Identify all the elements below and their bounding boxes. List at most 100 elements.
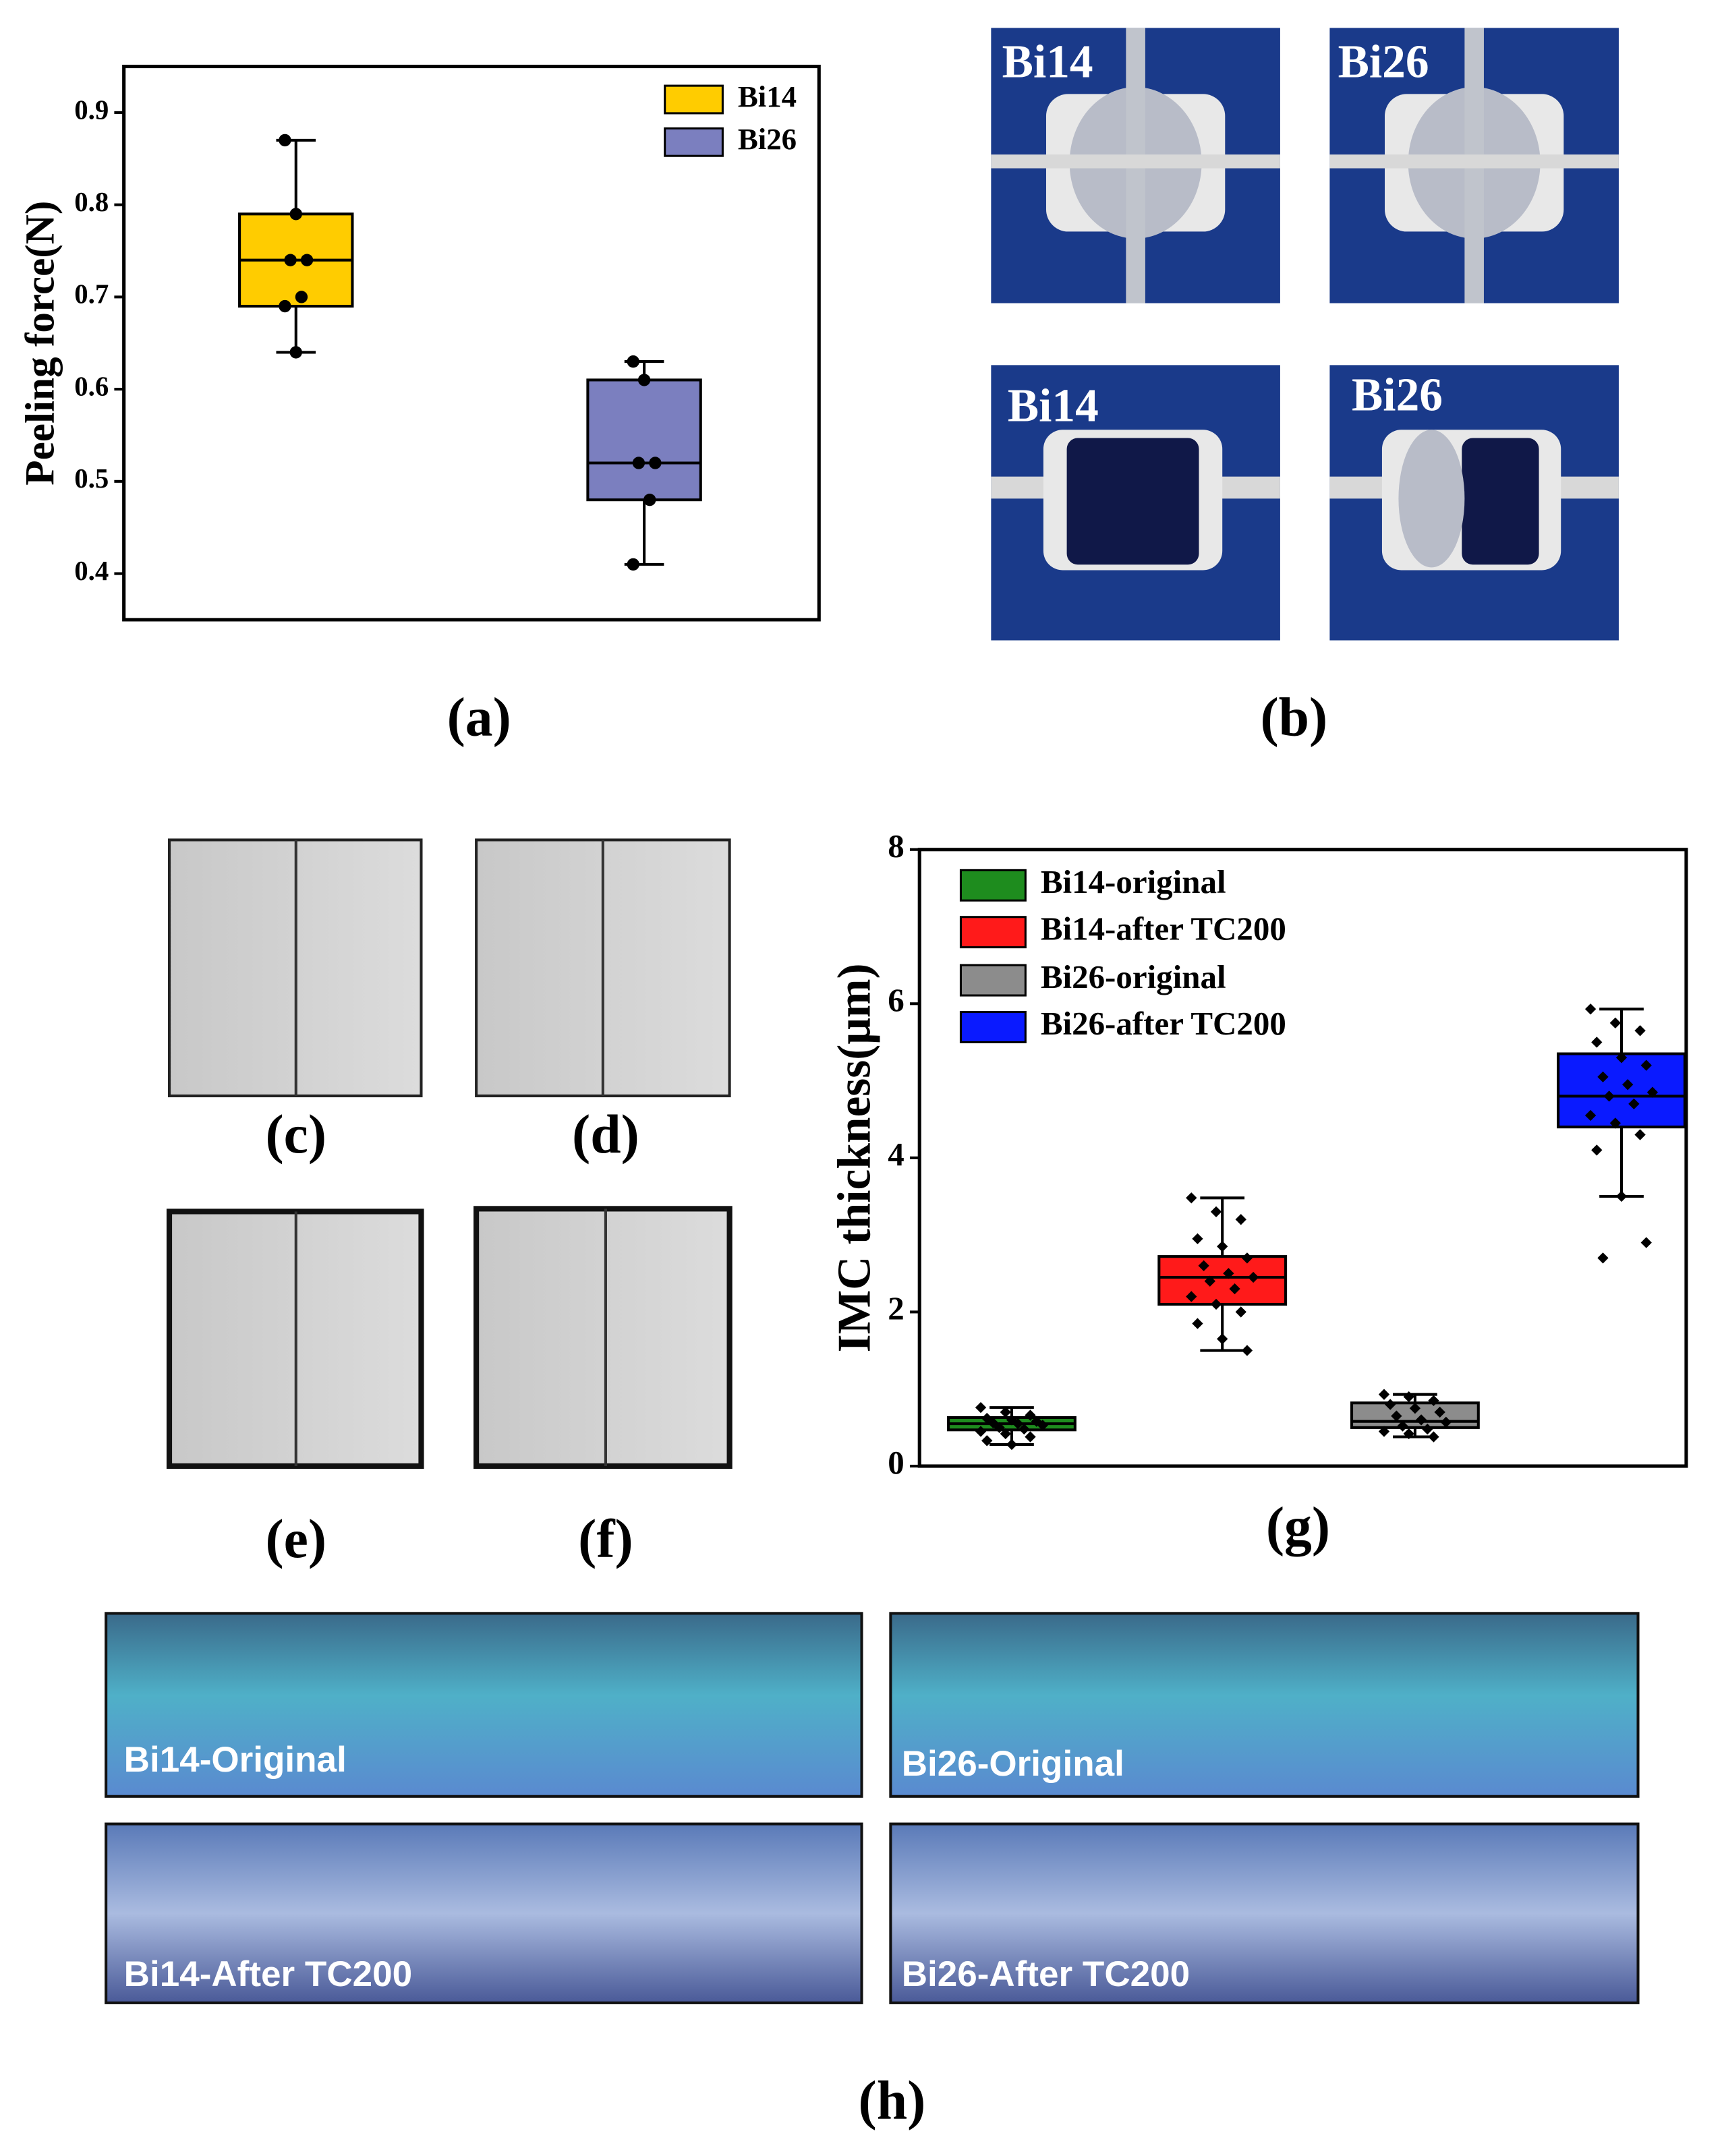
image-label: Bi14 (1002, 36, 1093, 88)
y-tick-label: 0.4 (74, 556, 109, 586)
data-point (643, 493, 656, 506)
data-point (1025, 1409, 1036, 1421)
data-point (1391, 1410, 1402, 1422)
data-point (289, 208, 302, 221)
data-point (1640, 1059, 1652, 1071)
data-point (994, 1422, 1005, 1434)
image-label: Bi14 (1008, 380, 1099, 432)
y-tick-label: 2 (888, 1290, 904, 1327)
panel-label: (e) (265, 1508, 326, 1569)
data-point (1584, 1109, 1597, 1121)
data-point (1440, 1416, 1452, 1428)
data-point (1192, 1318, 1203, 1329)
data-point (637, 374, 651, 386)
image-label: Bi26 (1352, 369, 1443, 421)
data-point (1428, 1431, 1439, 1443)
data-point (1198, 1260, 1209, 1272)
image-label: Bi14-Original (124, 1740, 347, 1780)
data-point (1622, 1079, 1634, 1090)
data-point (279, 134, 291, 147)
data-point (1403, 1428, 1414, 1440)
y-tick-label: 0.9 (74, 94, 109, 125)
image-label: Bi26-Original (902, 1744, 1124, 1784)
data-point (1584, 1003, 1597, 1015)
y-tick-label: 0.7 (74, 279, 109, 310)
y-tick-label: 0 (888, 1444, 904, 1481)
y-tick-label: 0.8 (74, 187, 109, 217)
y-tick-label: 6 (888, 982, 904, 1019)
data-point (1615, 1052, 1628, 1064)
data-point (1204, 1275, 1215, 1287)
data-point (1628, 1098, 1640, 1110)
photo (991, 28, 1280, 303)
data-point (1247, 1271, 1259, 1283)
data-point (1591, 1037, 1603, 1048)
data-point (1397, 1420, 1408, 1432)
data-point (279, 299, 291, 313)
data-point (1409, 1403, 1421, 1414)
panel-label: (b) (1260, 687, 1327, 748)
data-point (1241, 1252, 1253, 1264)
data-point (1434, 1406, 1445, 1418)
data-point (1646, 1086, 1659, 1098)
y-tick-label: 0.5 (74, 463, 109, 494)
data-point (1241, 1345, 1253, 1356)
data-point (1217, 1333, 1228, 1345)
legend-swatch (959, 964, 1027, 997)
photo-grid (991, 28, 1619, 641)
legend-swatch (664, 84, 724, 115)
data-point (1385, 1399, 1396, 1410)
panel-label: (c) (265, 1103, 326, 1165)
y-tick-label: 0.6 (74, 371, 109, 401)
data-point (1235, 1306, 1246, 1318)
data-point (1229, 1283, 1240, 1295)
box (1557, 1052, 1686, 1129)
panel-label: (g) (1266, 1496, 1330, 1557)
data-point (1000, 1428, 1011, 1440)
cell-image (473, 1206, 733, 1469)
photo (1329, 365, 1619, 641)
panel-label: (a) (447, 687, 511, 748)
data-point (1378, 1389, 1390, 1400)
data-point (1634, 1129, 1646, 1140)
data-point (1597, 1071, 1609, 1083)
data-point (1415, 1414, 1427, 1426)
image-label: Bi26-After TC200 (902, 1954, 1190, 1994)
data-point (627, 355, 639, 368)
y-axis-label: Peeling force(N) (17, 201, 63, 486)
cell-image (475, 838, 731, 1098)
data-point (1018, 1423, 1030, 1435)
data-point (1422, 1423, 1433, 1435)
cell-image (167, 838, 423, 1098)
data-point (1615, 1190, 1628, 1202)
cross-section (105, 1612, 863, 1798)
legend-label: Bi26 (738, 122, 797, 156)
image-label: Bi14-After TC200 (124, 1954, 412, 1994)
data-point (1403, 1391, 1414, 1403)
box (1157, 1255, 1288, 1306)
data-point (1428, 1395, 1439, 1407)
data-point (1597, 1252, 1609, 1264)
data-point (295, 291, 308, 303)
data-point (1603, 1090, 1615, 1102)
data-point (627, 558, 639, 571)
data-point (1378, 1426, 1390, 1437)
data-point (981, 1435, 993, 1447)
data-point (1210, 1206, 1222, 1218)
photo (991, 365, 1280, 641)
data-point (1235, 1214, 1246, 1225)
legend-swatch (959, 869, 1027, 902)
legend-label: Bi14 (738, 80, 797, 113)
data-point (1591, 1144, 1603, 1156)
data-point (632, 457, 645, 469)
data-point (1025, 1431, 1036, 1443)
legend-swatch (959, 916, 1027, 949)
data-point (284, 254, 297, 266)
legend-swatch (959, 1011, 1027, 1043)
data-point (1186, 1291, 1197, 1302)
cross-section (889, 1822, 1640, 2004)
legend-label: Bi14-original (1041, 863, 1226, 900)
plot-frame (917, 848, 1688, 1468)
box (586, 378, 702, 502)
